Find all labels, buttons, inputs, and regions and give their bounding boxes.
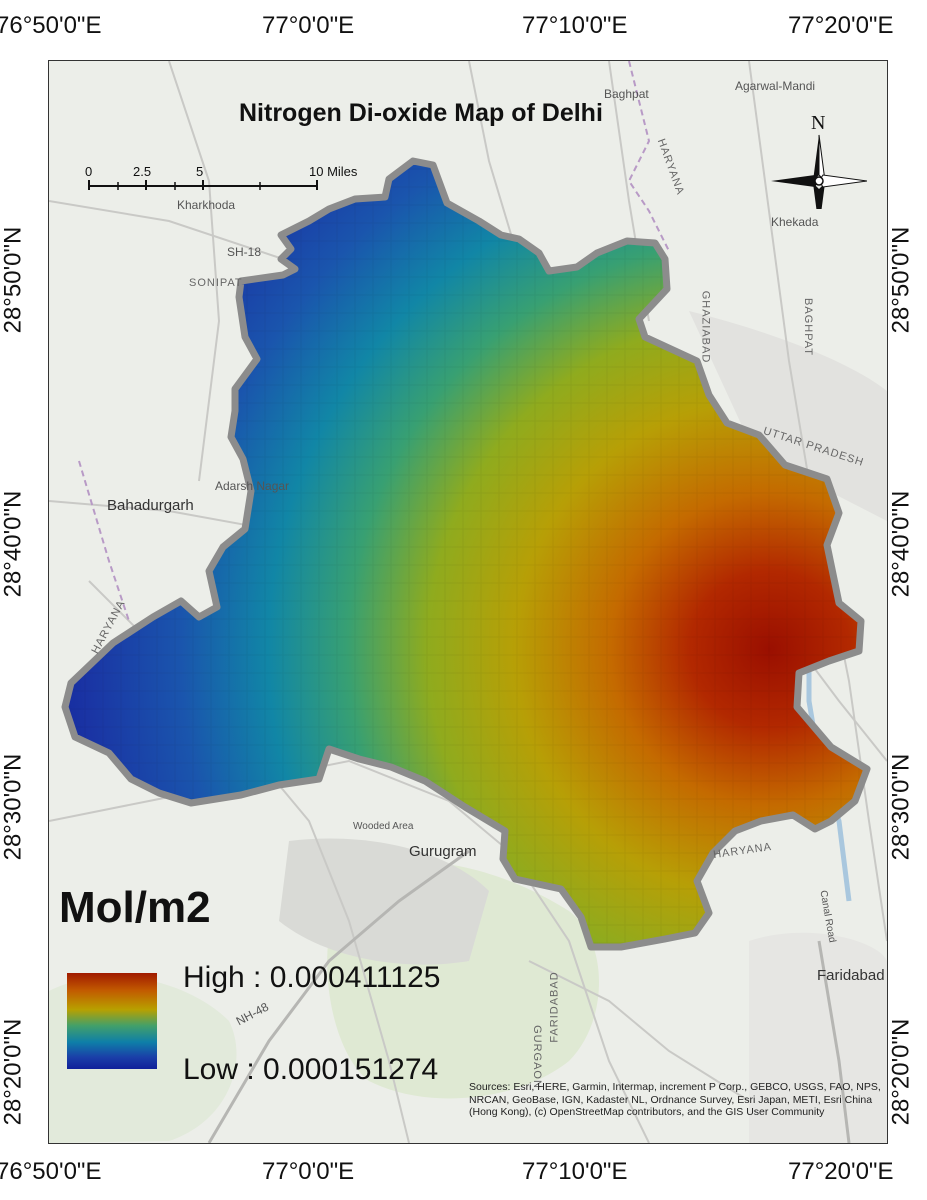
longitude-label-3: 77°10'0"E bbox=[522, 12, 628, 39]
scale-label-2-5: 2.5 bbox=[133, 164, 152, 179]
latitude-label-left-3: 28°30'0"N bbox=[0, 753, 27, 861]
urban-area-faridabad bbox=[749, 932, 887, 1143]
legend-low-label: Low : 0.000151274 bbox=[183, 1053, 439, 1086]
map-title: Nitrogen Di-oxide Map of Delhi bbox=[239, 99, 603, 127]
place-adarsh-nagar: Adarsh Nagar bbox=[215, 479, 290, 493]
longitude-label-2: 77°0'0"E bbox=[262, 12, 355, 39]
latitude-label-right-4: 28°20'0"N bbox=[887, 1018, 915, 1126]
longitude-label-bottom-4: 77°20'0"E bbox=[788, 1158, 894, 1185]
scale-label-0: 0 bbox=[85, 164, 93, 179]
district-ghaziabad: GHAZIABAD bbox=[699, 290, 712, 364]
place-kharkhoda: Kharkhoda bbox=[177, 198, 236, 212]
north-arrow-icon: N bbox=[767, 89, 868, 229]
latitude-label-left-1: 28°50'0"N bbox=[0, 226, 27, 334]
latitude-label-left-4: 28°20'0"N bbox=[0, 1018, 27, 1126]
longitude-label-4: 77°20'0"E bbox=[788, 12, 894, 39]
legend-color-ramp bbox=[67, 973, 157, 1069]
basemap-admin-boundaries bbox=[78, 61, 670, 622]
place-wooded-area: Wooded Area bbox=[353, 821, 414, 832]
map-frame[interactable]: Nitrogen Di-oxide Map of Delhi Baghpat A… bbox=[48, 60, 888, 1144]
latitude-label-left-2: 28°40'0"N bbox=[0, 490, 27, 598]
longitude-label-bottom-1: 76°50'0"E bbox=[0, 1158, 102, 1185]
district-sonipat: SONIPAT bbox=[189, 277, 243, 289]
latitude-label-right-2: 28°40'0"N bbox=[887, 490, 915, 598]
urban-area-gurugram bbox=[279, 838, 489, 965]
legend-unit: Mol/m2 bbox=[59, 883, 211, 932]
north-label: N bbox=[811, 112, 825, 134]
place-gurugram: Gurugram bbox=[409, 843, 477, 860]
legend-high-label: High : 0.000411125 bbox=[183, 961, 441, 994]
longitude-label-bottom-3: 77°10'0"E bbox=[522, 1158, 628, 1185]
longitude-label-bottom-2: 77°0'0"E bbox=[262, 1158, 355, 1185]
place-bahadurgarh: Bahadurgarh bbox=[107, 497, 194, 514]
latitude-label-right-3: 28°30'0"N bbox=[887, 753, 915, 861]
district-baghpat: BAGHPAT bbox=[801, 298, 814, 356]
scale-label-5: 5 bbox=[196, 164, 204, 179]
district-gurgaon: GURGAON bbox=[530, 1025, 543, 1089]
scale-bar-graphic bbox=[88, 180, 318, 190]
place-khekada: Khekada bbox=[771, 215, 819, 229]
place-agarwal-mandi: Agarwal-Mandi bbox=[735, 79, 816, 93]
scale-label-10: 10 Miles bbox=[309, 164, 358, 179]
urban-area-ghaziabad bbox=[689, 311, 887, 521]
map-canvas[interactable] bbox=[49, 61, 887, 1143]
basemap-highways bbox=[207, 849, 851, 1143]
longitude-label-1: 76°50'0"E bbox=[0, 12, 102, 39]
road-sh18: SH-18 bbox=[227, 245, 262, 259]
place-faridabad: Faridabad bbox=[817, 967, 885, 984]
latitude-label-right-1: 28°50'0"N bbox=[887, 226, 915, 334]
scale-bar: 0 2.5 5 10 Miles bbox=[85, 164, 375, 204]
attribution-text: Sources: Esri, HERE, Garmin, Intermap, i… bbox=[469, 1081, 881, 1118]
place-baghpat: Baghpat bbox=[604, 87, 649, 101]
district-faridabad: FARIDABAD bbox=[548, 971, 561, 1043]
